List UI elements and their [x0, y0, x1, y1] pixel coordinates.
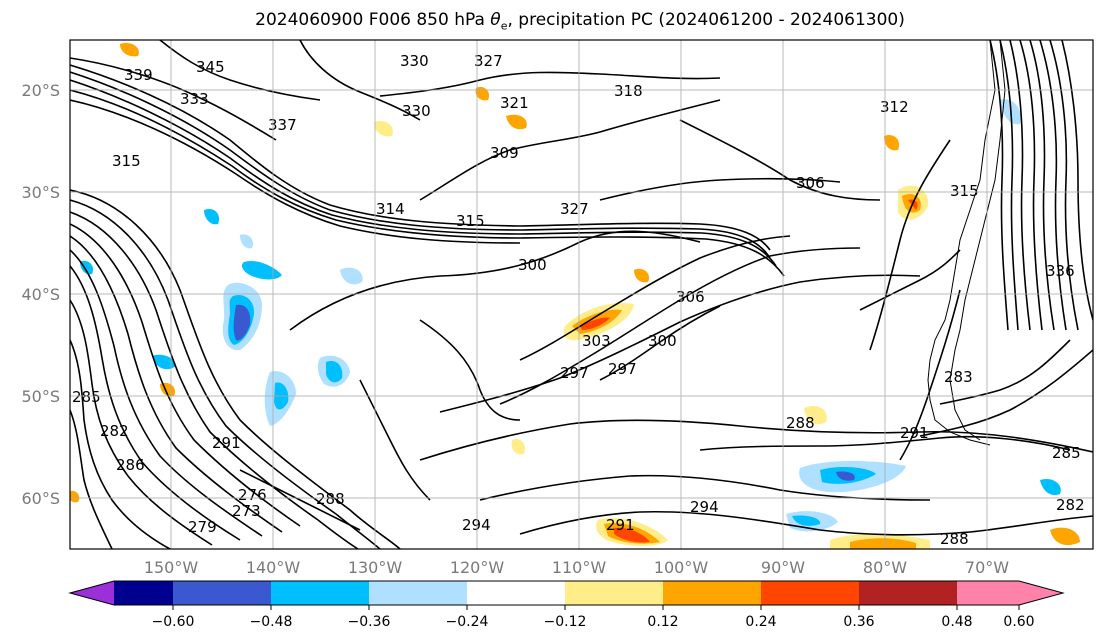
contour-label: 345	[196, 58, 225, 76]
contour-label: 291	[606, 516, 635, 534]
contour-label: 288	[940, 530, 969, 548]
colorbar-segment	[565, 581, 663, 605]
colorbar-tick: −0.24	[446, 614, 489, 630]
contour-label: 279	[188, 518, 217, 536]
contour-label: 294	[690, 498, 719, 516]
contour-label: 312	[880, 98, 909, 116]
contour-label: 285	[72, 388, 101, 406]
contour-label: 318	[614, 82, 643, 100]
lat-label: 40°S	[21, 285, 60, 304]
contour-label: 288	[786, 414, 815, 432]
lon-labels: 150°W 140°W 130°W 120°W 110°W 100°W 90°W…	[144, 558, 1009, 577]
lon-label: 80°W	[863, 558, 907, 577]
contour-label: 321	[500, 94, 529, 112]
gridlines	[70, 40, 1093, 549]
colorbar-max-arrow	[1019, 581, 1063, 605]
lon-label: 140°W	[246, 558, 301, 577]
contour-label: 276	[238, 486, 267, 504]
contour-label: 314	[376, 200, 405, 218]
colorbar-tick: −0.36	[348, 614, 391, 630]
colorbar-min-arrow	[70, 581, 114, 605]
lat-label: 50°S	[21, 387, 60, 406]
contour-label: 286	[116, 456, 145, 474]
contour-label: 273	[232, 502, 261, 520]
contour-label: 330	[402, 102, 431, 120]
lon-label: 70°W	[965, 558, 1009, 577]
contour-label: 282	[100, 422, 129, 440]
contour-label: 315	[950, 182, 979, 200]
lat-labels: 20°S 30°S 40°S 50°S 60°S	[21, 81, 60, 508]
colorbar-tick: −0.48	[250, 614, 293, 630]
lon-label: 130°W	[348, 558, 403, 577]
contour-label: 309	[490, 144, 519, 162]
contour-label: 303	[582, 332, 611, 350]
colorbar-segment	[663, 581, 761, 605]
contour-label: 336	[1046, 262, 1075, 280]
colorbar-segment	[173, 581, 271, 605]
lon-label: 90°W	[761, 558, 805, 577]
contour-label: 291	[900, 424, 929, 442]
contour-label: 330	[400, 52, 429, 70]
colorbar-tick: 0.48	[941, 614, 972, 630]
contour-label: 283	[944, 368, 973, 386]
colorbar-segment	[957, 581, 1019, 605]
contour-label: 294	[462, 516, 491, 534]
colorbar-tick: −0.60	[152, 614, 195, 630]
lat-label: 30°S	[21, 183, 60, 202]
contour-label: 288	[316, 490, 345, 508]
lon-label: 100°W	[654, 558, 709, 577]
contour-label: 327	[474, 52, 503, 70]
lon-label: 120°W	[450, 558, 505, 577]
colorbar-segment	[761, 581, 859, 605]
contour-label: 339	[124, 66, 153, 84]
contour-label: 297	[560, 364, 589, 382]
colorbar-segment	[467, 581, 565, 605]
contour-label: 300	[518, 256, 547, 274]
colorbar-tick: 0.24	[745, 614, 776, 630]
contour-label: 306	[796, 174, 825, 192]
coastline	[927, 40, 1006, 446]
contour-label: 306	[676, 288, 705, 306]
map-frame	[69, 39, 1094, 550]
colorbar: −0.60 −0.48 −0.36 −0.24 −0.12 0.12 0.24 …	[68, 580, 1065, 630]
lat-label: 20°S	[21, 81, 60, 100]
contour-label: 315	[456, 212, 485, 230]
contour-label: 333	[180, 90, 209, 108]
colorbar-tick: 0.36	[843, 614, 874, 630]
contour-label: 285	[1052, 444, 1081, 462]
contour-label: 282	[1056, 496, 1085, 514]
colorbar-segment	[369, 581, 467, 605]
colorbar-tick: 0.60	[1003, 614, 1034, 630]
colorbar-segment	[271, 581, 369, 605]
lat-label: 60°S	[21, 489, 60, 508]
contour-label: 297	[608, 360, 637, 378]
colorbar-tick: −0.12	[544, 614, 587, 630]
precip-negative-shading	[80, 99, 1061, 532]
contour-label: 327	[560, 200, 589, 218]
lon-label: 110°W	[552, 558, 607, 577]
colorbar-segment	[859, 581, 957, 605]
contour-label: 337	[268, 116, 297, 134]
chart-title: 2024060900 F006 850 hPa θe, precipitatio…	[255, 10, 905, 33]
contour-label: 315	[112, 152, 141, 170]
lon-label: 150°W	[144, 558, 199, 577]
colorbar-segment	[114, 581, 173, 605]
precip-positive-shading	[70, 42, 1080, 549]
colorbar-tick: 0.12	[647, 614, 678, 630]
contour-labels: 339 345 330 327 333 318 312 321 330 337 …	[72, 52, 1085, 548]
contour-label: 291	[212, 434, 241, 452]
contour-label: 300	[648, 332, 677, 350]
